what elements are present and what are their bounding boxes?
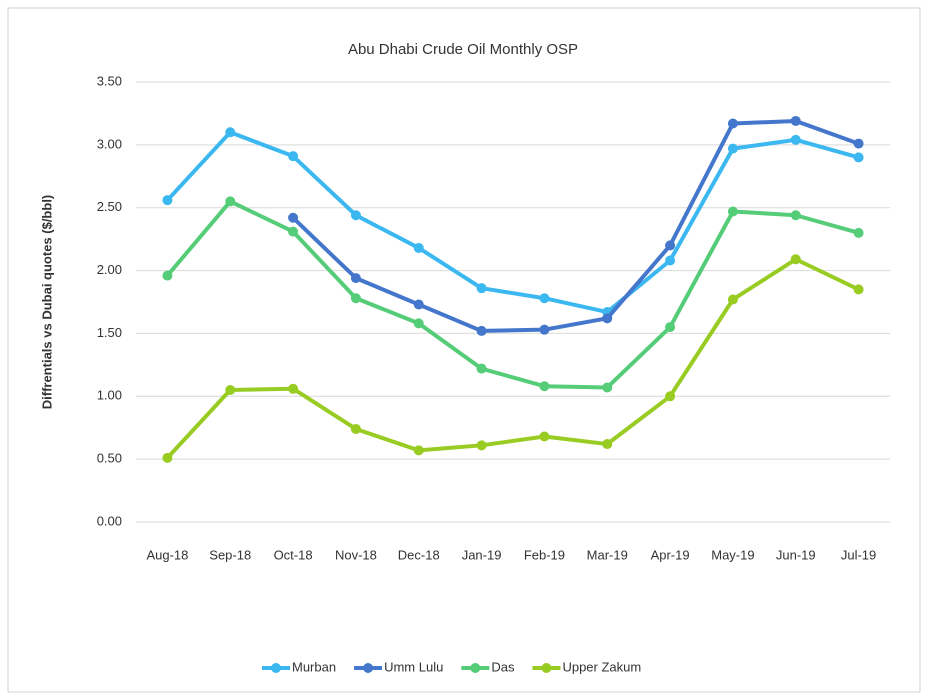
series-line bbox=[165, 257, 860, 460]
data-point bbox=[413, 299, 424, 310]
data-point bbox=[539, 381, 550, 392]
data-point bbox=[539, 431, 550, 442]
y-tick-label: 2.00 bbox=[97, 262, 122, 277]
data-point bbox=[162, 270, 173, 281]
data-point bbox=[790, 134, 801, 145]
data-point bbox=[350, 423, 361, 434]
y-tick-label: 3.50 bbox=[97, 73, 122, 88]
data-point bbox=[539, 293, 550, 304]
data-point bbox=[476, 363, 487, 374]
data-point bbox=[162, 195, 173, 206]
series-line bbox=[165, 199, 860, 390]
data-point bbox=[413, 242, 424, 253]
data-point bbox=[413, 445, 424, 456]
x-tick-label: May-19 bbox=[711, 547, 754, 562]
x-tick-label: Oct-18 bbox=[274, 547, 313, 562]
x-tick-label: Jun-19 bbox=[776, 547, 816, 562]
data-point bbox=[288, 212, 299, 223]
data-point bbox=[727, 143, 738, 154]
data-point bbox=[476, 325, 487, 336]
data-point bbox=[853, 284, 864, 295]
y-tick-label: 3.00 bbox=[97, 136, 122, 151]
x-tick-label: Feb-19 bbox=[524, 547, 565, 562]
data-point bbox=[413, 318, 424, 329]
data-point bbox=[790, 210, 801, 221]
x-tick-label: Dec-18 bbox=[398, 547, 440, 562]
data-point bbox=[476, 283, 487, 294]
legend-label: Murban bbox=[292, 659, 336, 674]
data-point bbox=[476, 440, 487, 451]
data-point bbox=[225, 127, 236, 138]
data-point bbox=[350, 273, 361, 284]
data-point bbox=[853, 152, 864, 163]
y-tick-label: 0.50 bbox=[97, 451, 122, 466]
data-point bbox=[665, 240, 676, 251]
y-axis-label: Diffrentials vs Dubai quotes ($/bbl) bbox=[39, 195, 54, 410]
data-point bbox=[665, 255, 676, 266]
y-tick-label: 1.00 bbox=[97, 388, 122, 403]
data-point bbox=[225, 385, 236, 395]
data-point bbox=[790, 115, 801, 126]
data-point bbox=[790, 254, 801, 265]
data-point bbox=[288, 226, 299, 237]
data-point bbox=[225, 196, 236, 207]
data-point bbox=[602, 313, 613, 324]
legend-marker bbox=[541, 663, 552, 673]
x-tick-label: Jul-19 bbox=[841, 547, 876, 562]
data-point bbox=[350, 210, 361, 221]
data-point bbox=[350, 293, 361, 304]
legend-label: Das bbox=[491, 659, 515, 674]
data-point bbox=[727, 118, 738, 129]
data-point bbox=[853, 227, 864, 238]
series-line bbox=[165, 130, 860, 315]
data-point bbox=[602, 439, 613, 450]
data-point bbox=[665, 322, 676, 333]
chart-frame bbox=[7, 7, 921, 693]
legend-label: Umm Lulu bbox=[384, 659, 443, 674]
series-line bbox=[291, 118, 860, 333]
x-tick-label: Nov-18 bbox=[335, 547, 377, 562]
x-tick-label: Apr-19 bbox=[651, 547, 690, 562]
data-point bbox=[602, 382, 613, 393]
legend-marker bbox=[470, 663, 481, 673]
data-point bbox=[727, 206, 738, 217]
x-tick-label: Sep-18 bbox=[209, 547, 251, 562]
data-point bbox=[288, 383, 299, 394]
chart-title: Abu Dhabi Crude Oil Monthly OSP bbox=[348, 41, 578, 58]
data-point bbox=[162, 452, 173, 463]
x-tick-label: Mar-19 bbox=[587, 547, 628, 562]
data-point bbox=[539, 324, 550, 335]
data-point bbox=[665, 391, 676, 402]
x-tick-label: Jan-19 bbox=[462, 547, 502, 562]
y-tick-label: 2.50 bbox=[97, 199, 122, 214]
data-point bbox=[853, 138, 864, 149]
data-point bbox=[727, 294, 738, 305]
data-point bbox=[288, 151, 299, 162]
legend-marker bbox=[271, 663, 281, 673]
legend-marker bbox=[363, 663, 374, 673]
x-tick-label: Aug-18 bbox=[146, 547, 188, 562]
y-tick-label: 0.00 bbox=[97, 513, 122, 528]
y-tick-label: 1.50 bbox=[97, 325, 122, 340]
legend-label: Upper Zakum bbox=[562, 659, 641, 674]
